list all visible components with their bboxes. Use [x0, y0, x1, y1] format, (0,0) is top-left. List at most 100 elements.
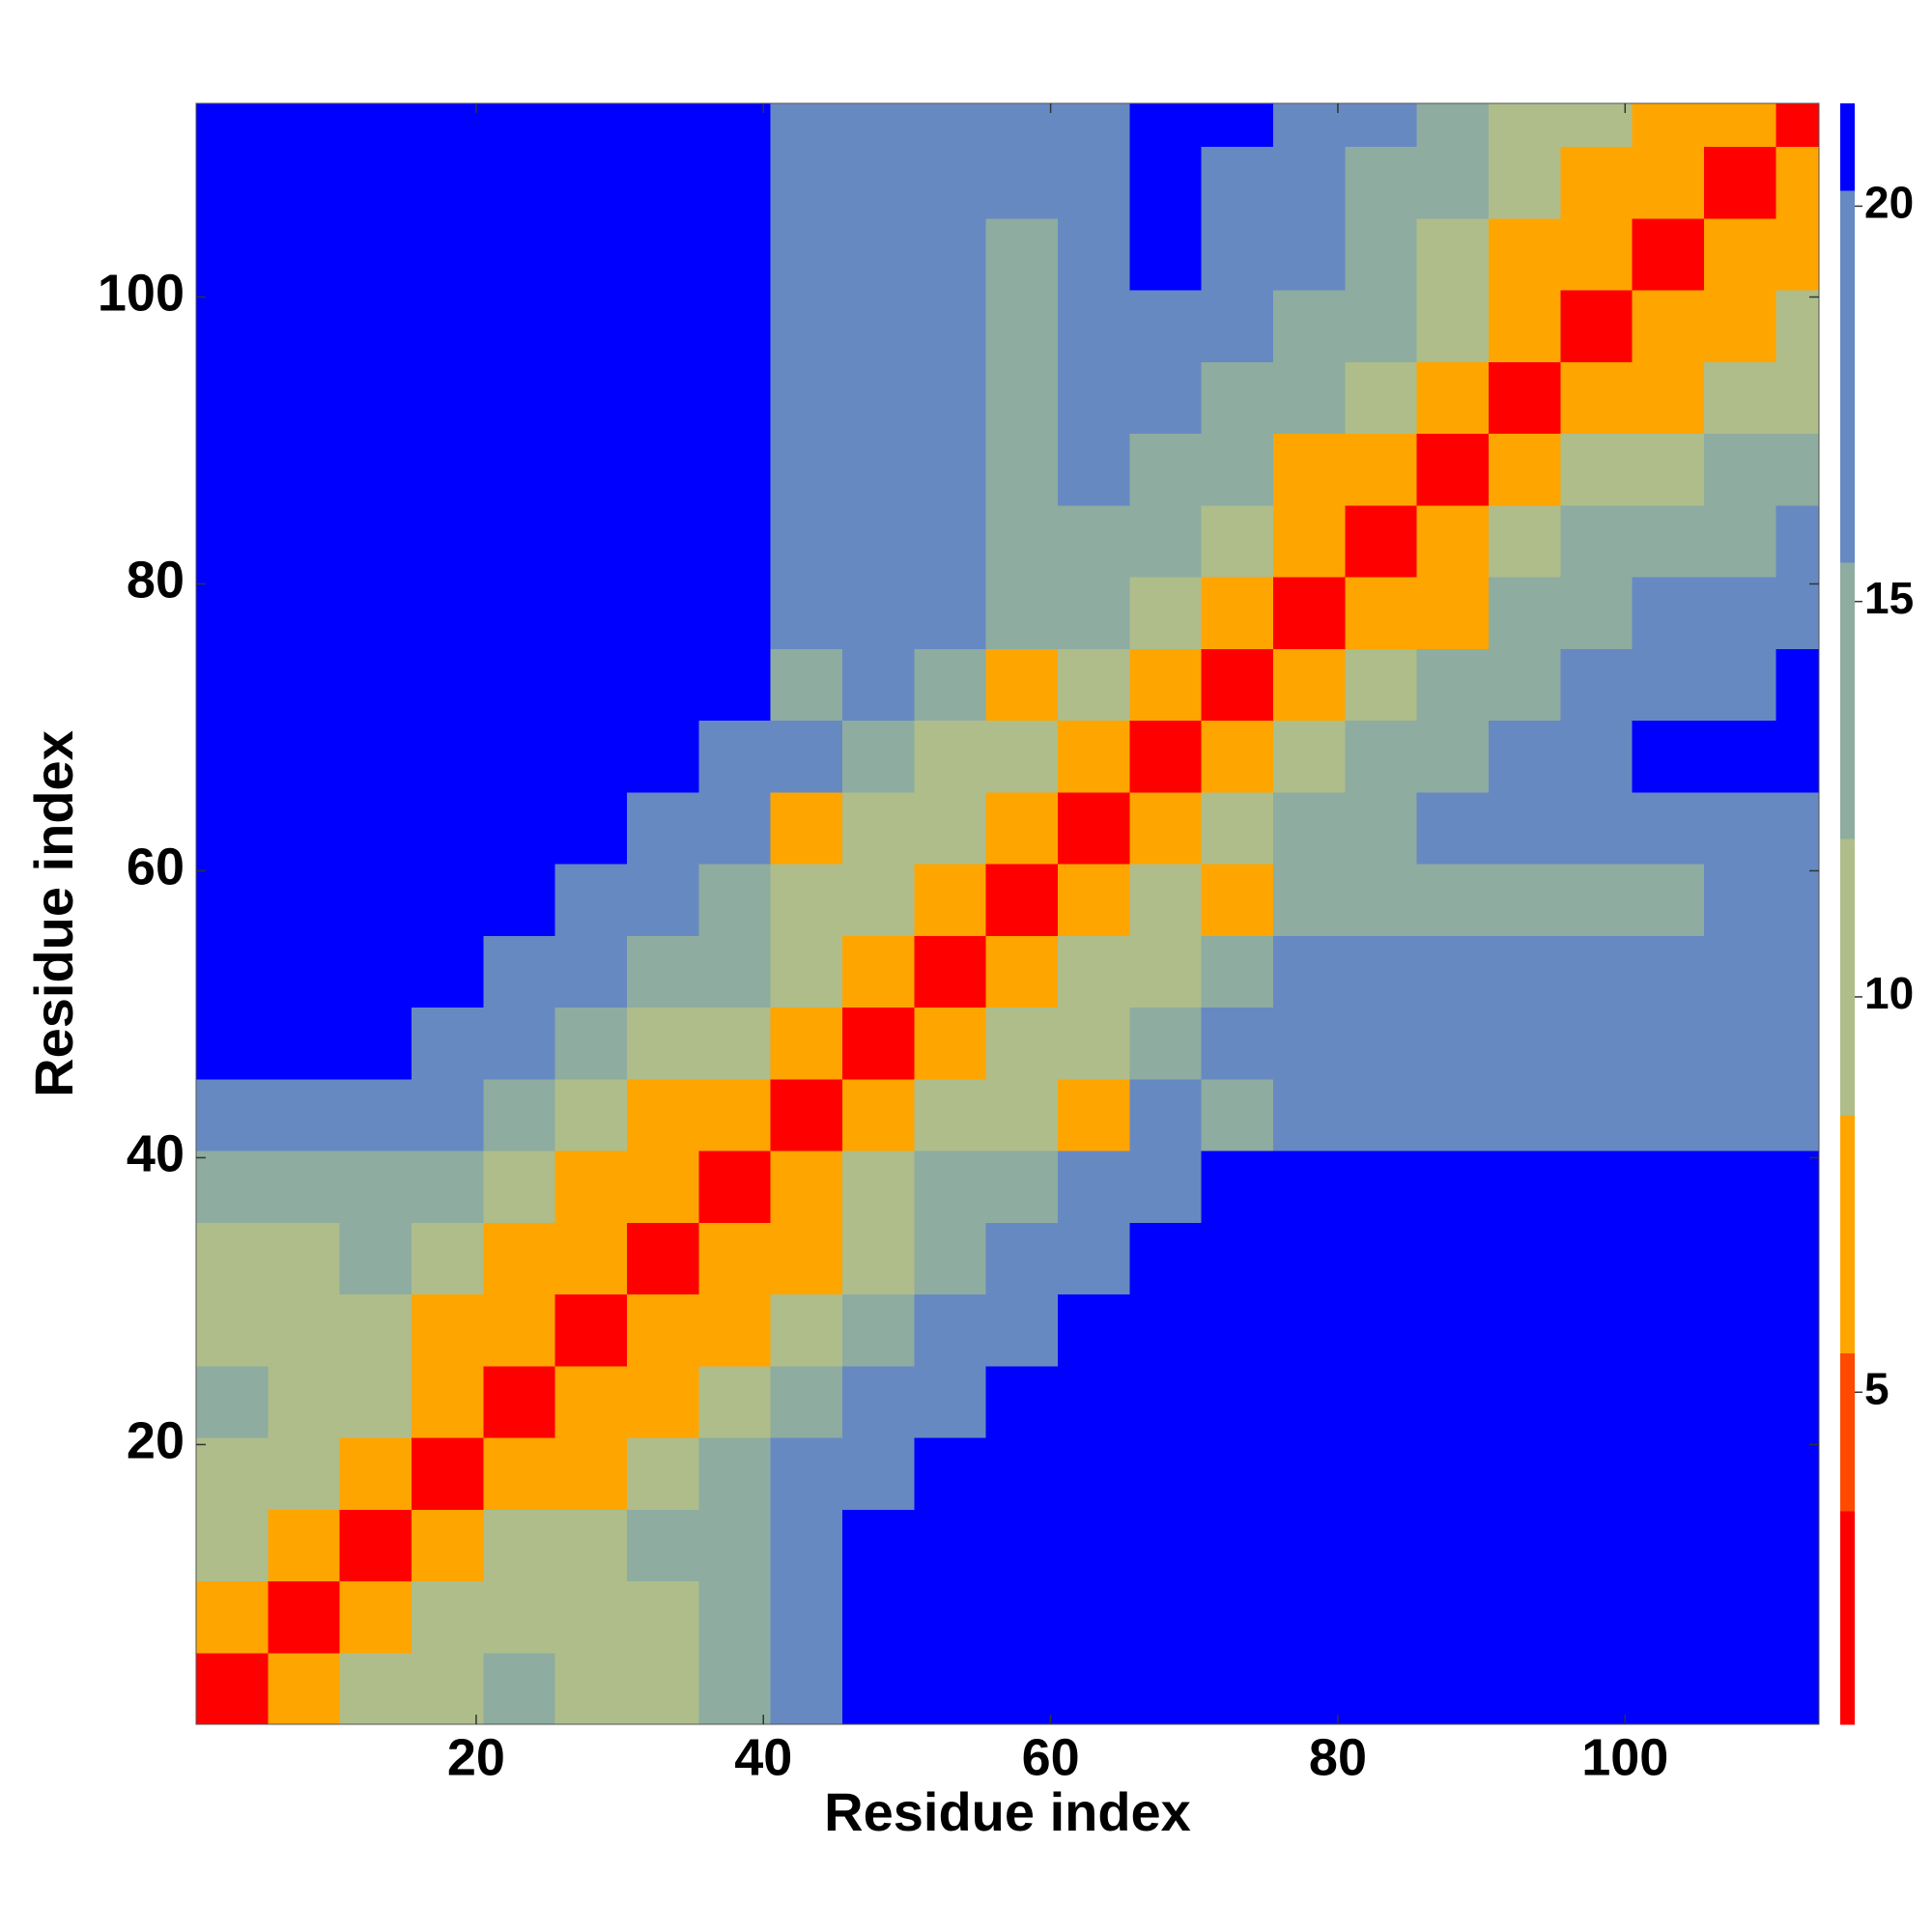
heat-cell	[914, 648, 987, 722]
heat-cell	[770, 1151, 843, 1223]
heat-cell	[698, 433, 772, 506]
heat-cell	[1416, 1652, 1490, 1725]
heat-cell	[483, 1652, 556, 1725]
heat-cell	[1416, 720, 1490, 793]
heat-cell	[1058, 103, 1130, 148]
heat-cell	[1416, 290, 1490, 362]
heat-cell	[842, 1293, 915, 1367]
heat-cell	[1058, 290, 1130, 362]
heat-cell	[1489, 103, 1561, 148]
heat-cell	[1058, 504, 1130, 578]
heat-cell	[698, 1652, 772, 1725]
heat-cell	[1632, 1580, 1705, 1654]
y-tick-label: 60	[127, 838, 185, 896]
heat-cell	[842, 1580, 915, 1654]
heat-cell	[196, 720, 269, 793]
heat-cell	[1345, 791, 1418, 865]
heat-cell	[1776, 1365, 1820, 1438]
heat-cell	[483, 146, 556, 219]
heat-cell	[554, 1652, 628, 1725]
heat-cell	[1058, 791, 1130, 865]
heat-cell	[1560, 1509, 1634, 1582]
heat-cell	[1273, 1365, 1346, 1438]
heat-cell	[842, 935, 915, 1009]
heat-cell	[554, 146, 628, 219]
heat-cell	[1632, 290, 1705, 362]
heat-cell	[1632, 217, 1705, 291]
heat-cell	[1345, 1078, 1418, 1151]
heat-cell	[1416, 1365, 1490, 1438]
heat-cell	[627, 577, 699, 649]
heat-cell	[627, 1580, 699, 1654]
heat-cell	[196, 864, 269, 936]
heat-cell	[1776, 1293, 1820, 1367]
heat-cell	[554, 1222, 628, 1295]
heat-cell	[196, 146, 269, 219]
heat-cell	[1129, 791, 1203, 865]
heat-cell	[1129, 1652, 1203, 1725]
heat-cell	[698, 1151, 772, 1223]
heat-cell	[770, 648, 843, 722]
heat-cell	[196, 1365, 269, 1438]
x-tick-label: 80	[1309, 1728, 1367, 1786]
heat-cell	[268, 1078, 341, 1151]
heat-cell	[1129, 433, 1203, 506]
heat-cell	[1632, 146, 1705, 219]
heat-cell	[627, 361, 699, 435]
heat-cell	[339, 864, 412, 936]
heat-cell	[985, 720, 1059, 793]
heat-cell	[1273, 1652, 1346, 1725]
heat-cell	[196, 103, 269, 148]
heat-cell	[268, 1222, 341, 1295]
heat-cell	[483, 217, 556, 291]
heat-cell	[1201, 935, 1274, 1009]
heat-cell	[268, 361, 341, 435]
heat-cell	[1273, 1007, 1346, 1080]
heat-cell	[483, 504, 556, 578]
heat-cell	[842, 1365, 915, 1438]
heat-cell	[268, 1509, 341, 1582]
heat-cell	[1416, 217, 1490, 291]
heat-cell	[554, 935, 628, 1009]
heat-cell	[554, 1580, 628, 1654]
heat-cell	[627, 935, 699, 1009]
heat-cell	[914, 1365, 987, 1438]
heat-cell	[1489, 433, 1561, 506]
heat-cell	[268, 1007, 341, 1080]
heat-cell	[698, 720, 772, 793]
heat-cell	[339, 1151, 412, 1223]
heat-cell	[698, 361, 772, 435]
heat-cell	[483, 103, 556, 148]
y-tick-label: 40	[127, 1125, 185, 1183]
heat-cell	[1776, 1509, 1820, 1582]
heat-cell	[1416, 1007, 1490, 1080]
heat-cell	[1129, 864, 1203, 936]
heat-cell	[1489, 791, 1561, 865]
heat-cell	[1632, 504, 1705, 578]
heat-cell	[1489, 1222, 1561, 1295]
heat-cell	[483, 720, 556, 793]
heat-cell	[1704, 103, 1776, 148]
heat-cell	[483, 935, 556, 1009]
heat-cell	[627, 864, 699, 936]
heat-cell	[1129, 103, 1203, 148]
heat-cell	[554, 433, 628, 506]
heat-cell	[1560, 1437, 1634, 1510]
heat-cell	[1345, 146, 1418, 219]
heat-cell	[554, 1365, 628, 1438]
heat-cell	[914, 1078, 987, 1151]
heat-cell	[1776, 648, 1820, 722]
heat-cell	[770, 1078, 843, 1151]
heat-cell	[196, 290, 269, 362]
heat-cell	[770, 1652, 843, 1725]
heat-cell	[698, 103, 772, 148]
colorbar-tick-label: 5	[1864, 1363, 1889, 1413]
heat-cell	[985, 1007, 1059, 1080]
heat-cell	[627, 1007, 699, 1080]
heat-cell	[1560, 1222, 1634, 1295]
heat-cell	[770, 433, 843, 506]
heat-cell	[627, 720, 699, 793]
heat-cell	[412, 1222, 484, 1295]
